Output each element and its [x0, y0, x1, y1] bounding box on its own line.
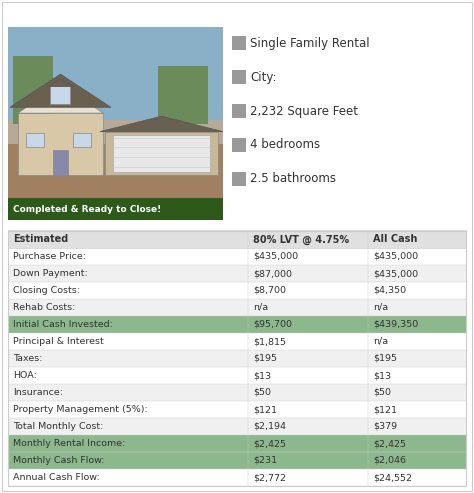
Text: Taxes:: Taxes: — [13, 354, 43, 363]
FancyBboxPatch shape — [8, 452, 466, 469]
FancyBboxPatch shape — [8, 231, 466, 248]
Text: $13: $13 — [253, 371, 271, 380]
Text: $231: $231 — [253, 456, 277, 465]
Polygon shape — [18, 84, 103, 113]
Text: Rehab Costs:: Rehab Costs: — [13, 303, 75, 312]
Text: $50: $50 — [253, 388, 271, 397]
Text: $2,194: $2,194 — [253, 422, 286, 431]
Text: Estimated: Estimated — [13, 235, 68, 245]
FancyBboxPatch shape — [8, 316, 466, 333]
FancyBboxPatch shape — [8, 384, 466, 401]
FancyBboxPatch shape — [8, 435, 466, 452]
Text: $24,552: $24,552 — [373, 473, 412, 482]
Text: $2,425: $2,425 — [253, 439, 286, 448]
Text: n/a: n/a — [373, 337, 388, 346]
Text: $4,350: $4,350 — [373, 286, 406, 295]
FancyBboxPatch shape — [232, 172, 246, 186]
FancyBboxPatch shape — [8, 469, 466, 486]
Text: 2.5 bathrooms: 2.5 bathrooms — [250, 173, 336, 185]
Text: Purchase Price:: Purchase Price: — [13, 252, 86, 261]
Text: Single Family Rental: Single Family Rental — [250, 36, 370, 49]
Text: Principal & Interest: Principal & Interest — [13, 337, 104, 346]
FancyBboxPatch shape — [73, 133, 91, 147]
Text: Annual Cash Flow:: Annual Cash Flow: — [13, 473, 100, 482]
Text: $435,000: $435,000 — [373, 269, 418, 278]
FancyBboxPatch shape — [51, 86, 71, 105]
FancyBboxPatch shape — [232, 138, 246, 152]
FancyBboxPatch shape — [8, 401, 466, 418]
Polygon shape — [47, 79, 73, 86]
FancyBboxPatch shape — [26, 133, 44, 147]
Polygon shape — [100, 116, 223, 132]
Text: Monthly Rental Income:: Monthly Rental Income: — [13, 439, 126, 448]
Text: $435,000: $435,000 — [373, 252, 418, 261]
FancyBboxPatch shape — [8, 248, 466, 265]
Text: Completed & Ready to Close!: Completed & Ready to Close! — [13, 205, 161, 213]
Text: $13: $13 — [373, 371, 391, 380]
Text: Down Payment:: Down Payment: — [13, 269, 88, 278]
Text: Initial Cash Invested:: Initial Cash Invested: — [13, 320, 113, 329]
FancyBboxPatch shape — [8, 350, 466, 367]
FancyBboxPatch shape — [8, 299, 466, 316]
FancyBboxPatch shape — [8, 333, 466, 350]
Text: $8,700: $8,700 — [253, 286, 286, 295]
Text: $435,000: $435,000 — [253, 252, 298, 261]
FancyBboxPatch shape — [8, 418, 466, 435]
Text: $2,046: $2,046 — [373, 456, 406, 465]
FancyBboxPatch shape — [8, 144, 223, 198]
FancyBboxPatch shape — [8, 27, 223, 220]
FancyBboxPatch shape — [18, 113, 103, 175]
FancyBboxPatch shape — [105, 132, 218, 175]
Text: $2,772: $2,772 — [253, 473, 286, 482]
Text: $1,815: $1,815 — [253, 337, 286, 346]
Text: n/a: n/a — [373, 303, 388, 312]
FancyBboxPatch shape — [178, 75, 208, 124]
Text: 2,232 Square Feet: 2,232 Square Feet — [250, 105, 358, 117]
FancyBboxPatch shape — [232, 36, 246, 50]
Text: n/a: n/a — [253, 303, 268, 312]
Text: Total Monthly Cost:: Total Monthly Cost: — [13, 422, 103, 431]
FancyBboxPatch shape — [8, 27, 223, 120]
Text: $195: $195 — [253, 354, 277, 363]
FancyBboxPatch shape — [158, 66, 208, 124]
Text: HOA:: HOA: — [13, 371, 37, 380]
Polygon shape — [10, 74, 111, 107]
Text: $121: $121 — [253, 405, 277, 414]
Text: 4 bedrooms: 4 bedrooms — [250, 139, 320, 151]
Text: $439,350: $439,350 — [373, 320, 418, 329]
FancyBboxPatch shape — [232, 70, 246, 84]
Text: 80% LVT @ 4.75%: 80% LVT @ 4.75% — [253, 234, 349, 245]
Text: Insurance:: Insurance: — [13, 388, 63, 397]
Text: $379: $379 — [373, 422, 397, 431]
FancyBboxPatch shape — [8, 367, 466, 384]
FancyBboxPatch shape — [8, 265, 466, 282]
Text: $87,000: $87,000 — [253, 269, 292, 278]
Text: $95,700: $95,700 — [253, 320, 292, 329]
FancyBboxPatch shape — [8, 282, 466, 299]
Text: $2,425: $2,425 — [373, 439, 406, 448]
Text: Property Management (5%):: Property Management (5%): — [13, 405, 148, 414]
FancyBboxPatch shape — [113, 135, 210, 172]
Text: City:: City: — [250, 70, 276, 83]
Text: $50: $50 — [373, 388, 391, 397]
Text: All Cash: All Cash — [373, 235, 418, 245]
FancyBboxPatch shape — [8, 198, 223, 220]
Text: $121: $121 — [373, 405, 397, 414]
FancyBboxPatch shape — [232, 104, 246, 118]
Text: Closing Costs:: Closing Costs: — [13, 286, 80, 295]
FancyBboxPatch shape — [13, 56, 53, 124]
Text: Monthly Cash Flow:: Monthly Cash Flow: — [13, 456, 105, 465]
FancyBboxPatch shape — [53, 150, 68, 175]
Text: $195: $195 — [373, 354, 397, 363]
